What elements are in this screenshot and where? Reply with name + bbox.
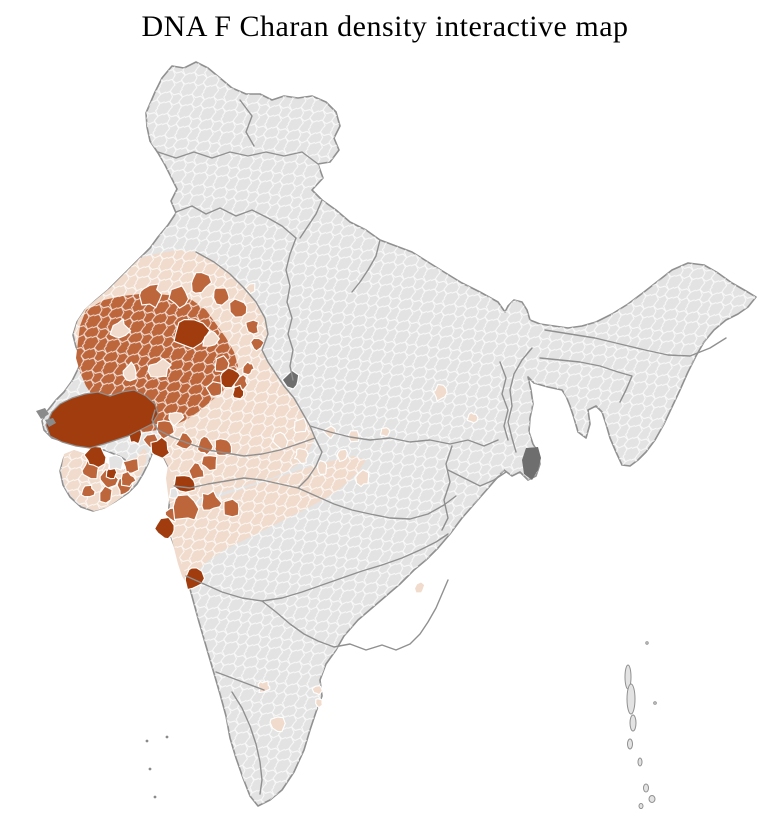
district-cell[interactable]: [466, 411, 479, 424]
island[interactable]: [645, 641, 649, 645]
district-cell[interactable]: [99, 485, 113, 504]
district-cell[interactable]: [229, 298, 248, 318]
island-speck: [145, 739, 149, 743]
district-cell[interactable]: [311, 685, 323, 696]
district-cell[interactable]: [223, 498, 240, 518]
island[interactable]: [626, 683, 636, 715]
district-cell[interactable]: [138, 283, 163, 309]
district-cell[interactable]: [250, 337, 265, 352]
district-cell[interactable]: [269, 716, 286, 733]
district-cell[interactable]: [190, 271, 213, 294]
district-cell[interactable]: [188, 462, 205, 480]
district-cell[interactable]: [175, 432, 194, 450]
island[interactable]: [643, 783, 649, 793]
island[interactable]: [653, 701, 657, 705]
district-kutch[interactable]: [45, 389, 159, 449]
special-areas: [36, 408, 541, 480]
district-cell[interactable]: [168, 487, 179, 499]
district-cell[interactable]: [150, 436, 171, 459]
district-cell[interactable]: [202, 330, 221, 347]
district-cell[interactable]: [220, 367, 241, 389]
district-cell[interactable]: [108, 454, 124, 471]
island[interactable]: [629, 714, 637, 732]
district-cell[interactable]: [172, 494, 200, 521]
district-cell[interactable]: [348, 430, 360, 443]
district-cell[interactable]: [336, 448, 348, 462]
district-cell[interactable]: [154, 516, 175, 540]
district-cell[interactable]: [168, 285, 190, 309]
district-cell[interactable]: [109, 318, 132, 339]
district-cell[interactable]: [200, 454, 218, 472]
district-cell[interactable]: [232, 384, 245, 400]
district-cell[interactable]: [122, 361, 137, 382]
island-speck: [165, 735, 169, 739]
district-cell[interactable]: [315, 698, 323, 709]
island[interactable]: [638, 803, 644, 809]
district-cells: [80, 271, 479, 733]
district-cell[interactable]: [317, 460, 328, 475]
island[interactable]: [637, 757, 643, 767]
district-cell[interactable]: [168, 412, 185, 427]
page-title: DNA F Charan density interactive map: [141, 10, 629, 43]
kutch-islet-2: [45, 418, 56, 427]
kutch-islet-1: [36, 408, 49, 419]
district-cell[interactable]: [184, 567, 206, 591]
district-cell[interactable]: [242, 361, 255, 376]
state-borders: [151, 99, 727, 795]
district-cell[interactable]: [293, 447, 309, 465]
district-cell[interactable]: [432, 383, 448, 402]
district-cell[interactable]: [413, 581, 426, 594]
lakshadweep-islands[interactable]: [145, 735, 169, 799]
district-cell[interactable]: [120, 470, 137, 488]
island-chains: [145, 641, 657, 809]
district-cell[interactable]: [213, 287, 230, 306]
district-cell[interactable]: [245, 319, 260, 335]
sundarbans-delta[interactable]: [522, 447, 541, 480]
island-speck: [148, 767, 152, 771]
district-cell[interactable]: [147, 358, 172, 378]
district-cell[interactable]: [257, 680, 271, 694]
district-cell[interactable]: [122, 458, 140, 475]
district-cell[interactable]: [173, 319, 211, 349]
district-cell[interactable]: [83, 445, 107, 469]
island[interactable]: [627, 738, 633, 750]
andaman-nicobar-islands[interactable]: [624, 641, 657, 809]
district-cell[interactable]: [379, 427, 391, 438]
district-cell[interactable]: [205, 381, 223, 397]
island[interactable]: [648, 795, 656, 803]
island-speck: [153, 795, 157, 799]
district-cell[interactable]: [293, 417, 308, 434]
district-cell[interactable]: [201, 490, 223, 511]
district-cell[interactable]: [281, 369, 300, 390]
district-cell[interactable]: [80, 484, 96, 498]
district-cell[interactable]: [355, 469, 370, 488]
